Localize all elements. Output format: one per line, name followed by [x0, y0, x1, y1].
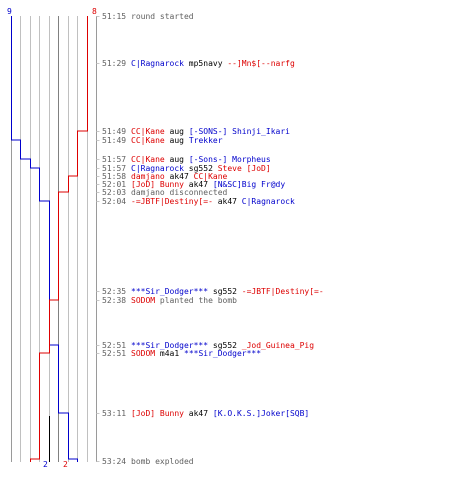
event-text: [JoD] Bunny ak47 [K.O.K.S.]Joker[SQB] [131, 409, 309, 418]
event-text-part: SODOM [131, 349, 155, 358]
event-text-part: sg552 [184, 164, 218, 173]
event-text: SODOM m4a1 ***Sir_Dodger*** [131, 349, 261, 358]
event-text-part: ***Sir_Dodger*** [184, 349, 261, 358]
event-time: 51:58 [102, 172, 126, 181]
event-text: C|Ragnarock mp5navy --]Mn$[--narfg [131, 59, 295, 68]
event-text: ***Sir_Dodger*** sg552 _Jod_Guinea_Pig [131, 341, 314, 350]
red-team-count-line [30, 16, 88, 462]
event-text: round started [131, 12, 194, 21]
event-time: 52:35 [102, 287, 126, 296]
event-text-part: mp5navy [184, 59, 227, 68]
event-text: -=JBTF|Destiny[=- ak47 C|Ragnarock [131, 197, 295, 206]
event-text-part: planted the bomb [155, 296, 237, 305]
event-text-part: CC|Kane [131, 155, 165, 164]
event-time: 52:03 [102, 188, 126, 197]
event-time: 51:57 [102, 164, 126, 173]
event-text-part: damjano disconnected [131, 188, 228, 197]
event-guide-lines [96, 16, 100, 462]
event-text-part: CC|Kane [194, 172, 228, 181]
event-text-part: [-SONS-] Shinji_Ikari [189, 127, 290, 136]
event-text-part: [JoD] Bunny [131, 180, 184, 189]
player-count-grid [11, 16, 97, 462]
event-text-part: -=JBTF|Destiny[=- [242, 287, 324, 296]
event-text-part: SODOM [131, 296, 155, 305]
event-time: 51:49 [102, 127, 126, 136]
blue-end-count: 2 [43, 460, 48, 469]
event-text-part: [K.O.K.S.]Joker[SQB] [213, 409, 309, 418]
event-text-part: [JoD] Bunny [131, 409, 184, 418]
event-text-part: -=JBTF|Destiny[=- [131, 197, 213, 206]
event-time: 53:24 [102, 457, 126, 466]
event-text: CC|Kane aug [-Sons-] Morpheus [131, 155, 271, 164]
event-text: [JoD] Bunny ak47 [N&SC]Big Fr@dy [131, 180, 285, 189]
event-text-part: _Jod_Guinea_Pig [242, 341, 314, 350]
event-text-part: CC|Kane [131, 127, 165, 136]
event-text: bomb exploded [131, 457, 194, 466]
event-time: 52:38 [102, 296, 126, 305]
event-text-part: ***Sir_Dodger*** [131, 287, 208, 296]
event-text-part: aug [165, 127, 189, 136]
event-time: 53:11 [102, 409, 126, 418]
event-text-part: ak47 [184, 409, 213, 418]
event-text-part: round started [131, 12, 194, 21]
event-text-part: C|Ragnarock [131, 164, 184, 173]
event-text-part: sg552 [208, 341, 242, 350]
event-text-part: [N&SC]Big Fr@dy [213, 180, 285, 189]
event-time: 51:29 [102, 59, 126, 68]
event-text-part: CC|Kane [131, 136, 165, 145]
event-time: 52:51 [102, 341, 126, 350]
event-text: C|Ragnarock sg552 Steve [JoD] [131, 164, 271, 173]
event-text-part: ak47 [184, 180, 213, 189]
event-text-part: C|Ragnarock [242, 197, 295, 206]
event-time: 51:57 [102, 155, 126, 164]
event-time: 52:01 [102, 180, 126, 189]
event-text-part: aug [165, 155, 189, 164]
blue-start-count: 9 [7, 7, 12, 16]
event-text: CC|Kane aug Trekker [131, 136, 223, 145]
event-text-part: C|Ragnarock [131, 59, 184, 68]
event-log: 51:15 round started 51:29 C|Ragnarock mp5na… [102, 12, 324, 466]
event-time: 51:49 [102, 136, 126, 145]
event-time: 51:15 [102, 12, 126, 21]
event-text-part: aug [165, 136, 189, 145]
event-text: SODOM planted the bomb [131, 296, 237, 305]
event-text-part: damjano [131, 172, 165, 181]
event-text: CC|Kane aug [-SONS-] Shinji_Ikari [131, 127, 290, 136]
event-text-part: ***Sir_Dodger*** [131, 341, 208, 350]
event-time: 52:51 [102, 349, 126, 358]
event-text-part: sg552 [208, 287, 242, 296]
event-text-part: m4a1 [155, 349, 184, 358]
red-end-count: 2 [63, 460, 68, 469]
event-text-part: Trekker [189, 136, 223, 145]
event-text: ***Sir_Dodger*** sg552 -=JBTF|Destiny[=- [131, 287, 324, 296]
blue-team-count-line [11, 16, 78, 462]
event-text-part: ak47 [165, 172, 194, 181]
event-time: 52:04 [102, 197, 126, 206]
event-text-part: ak47 [213, 197, 242, 206]
red-start-count: 8 [92, 7, 97, 16]
team-count-lines [11, 16, 88, 462]
event-text-part: --]Mn$[--narfg [227, 59, 295, 68]
event-text: damjano disconnected [131, 188, 228, 197]
event-text-part: bomb exploded [131, 457, 194, 466]
event-text-part: Steve [JoD] [218, 164, 271, 173]
event-text-part: [-Sons-] Morpheus [189, 155, 271, 164]
event-text: damjano ak47 CC|Kane [131, 172, 228, 181]
